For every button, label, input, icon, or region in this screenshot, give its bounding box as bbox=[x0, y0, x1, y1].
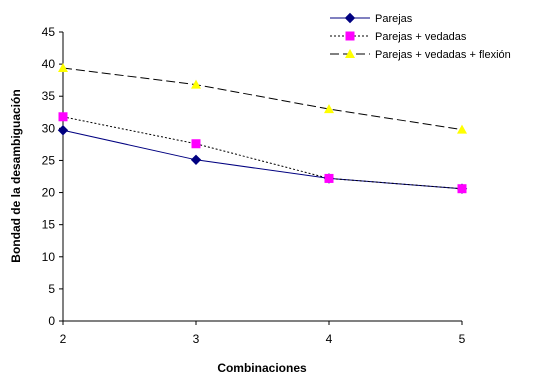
y-axis-title: Bondad de la desambiguación bbox=[9, 89, 23, 262]
series-line bbox=[62, 67, 463, 131]
data-point bbox=[190, 154, 202, 166]
x-tick-label: 4 bbox=[326, 332, 333, 346]
legend-marker bbox=[345, 31, 355, 41]
y-tick-label: 15 bbox=[42, 218, 56, 232]
legend-item: Parejas + vedadas + flexión bbox=[330, 49, 511, 61]
data-point bbox=[191, 79, 201, 89]
y-tick-label: 25 bbox=[42, 153, 56, 167]
data-point bbox=[457, 184, 467, 194]
data-point bbox=[58, 62, 68, 72]
legend-item: Parejas bbox=[330, 12, 413, 25]
x-tick-label: 2 bbox=[60, 332, 67, 346]
series-layer bbox=[57, 62, 468, 194]
legend-marker bbox=[345, 49, 355, 58]
y-tick-label: 40 bbox=[42, 57, 56, 71]
data-point bbox=[457, 124, 467, 134]
legend-marker bbox=[344, 12, 356, 24]
x-axis-title: Combinaciones bbox=[217, 361, 307, 375]
series-1 bbox=[57, 125, 468, 194]
series-line bbox=[62, 129, 463, 190]
y-tick-label: 30 bbox=[42, 121, 56, 135]
x-tick-label: 3 bbox=[193, 332, 200, 346]
data-point bbox=[191, 139, 201, 149]
y-tick-label: 45 bbox=[42, 25, 56, 39]
legend-item: Parejas + vedadas bbox=[330, 31, 467, 43]
y-tick-label: 20 bbox=[42, 186, 56, 200]
data-point bbox=[324, 104, 334, 114]
data-point bbox=[324, 173, 334, 183]
series-2 bbox=[58, 112, 467, 194]
legend: Parejas Parejas + vedadas Parejas + vedada… bbox=[330, 12, 511, 61]
legend-label: Parejas + vedadas bbox=[375, 31, 467, 43]
y-tick-label: 0 bbox=[48, 314, 55, 328]
x-tick-label: 5 bbox=[459, 332, 466, 346]
y-tick-label: 35 bbox=[42, 89, 56, 103]
series-line bbox=[62, 116, 463, 190]
legend-label: Parejas bbox=[375, 13, 413, 25]
legend-label: Parejas + vedadas + flexión bbox=[375, 49, 511, 61]
data-point bbox=[58, 112, 68, 122]
data-point bbox=[57, 125, 69, 136]
series-3 bbox=[58, 62, 467, 134]
y-tick-label: 5 bbox=[48, 282, 55, 296]
y-tick-label: 10 bbox=[42, 250, 56, 264]
